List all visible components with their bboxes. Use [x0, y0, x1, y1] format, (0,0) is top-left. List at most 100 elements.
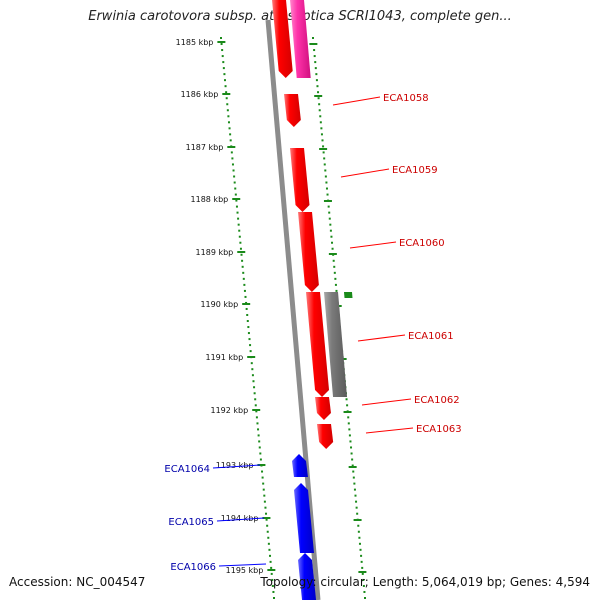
scale-dot: [362, 578, 365, 581]
scale-label: 1193 kbp: [216, 461, 254, 470]
scale-dot: [363, 590, 366, 593]
scale-dot: [356, 512, 359, 515]
scale-dot: [361, 566, 364, 569]
scale-dot: [225, 97, 228, 100]
gene-label-leader: [361, 398, 412, 406]
scale-dot: [314, 67, 317, 70]
scale-dot: [360, 554, 363, 557]
scale-label: 1187 kbp: [186, 143, 224, 152]
scale-dot: [233, 181, 236, 184]
gene-arrow-pink: [290, 0, 311, 78]
scale-label: 1190 kbp: [200, 300, 238, 309]
scale-dot: [333, 271, 336, 274]
gene-label-reverse[interactable]: ECA1065: [168, 517, 214, 528]
gene-label-leader: [212, 464, 261, 469]
gene-arrow: [284, 94, 301, 127]
gene-label-forward[interactable]: ECA1061: [408, 331, 454, 342]
scale-dot: [253, 392, 256, 395]
scale-dot: [325, 181, 328, 184]
scale-dot: [246, 313, 249, 316]
scale-dot: [238, 235, 241, 238]
scale-dot: [317, 97, 320, 100]
scale-dot: [320, 133, 323, 136]
scale-dot: [265, 518, 268, 521]
gene-arrow: [290, 148, 310, 212]
scale-dot: [324, 175, 327, 178]
scale-dot: [315, 73, 318, 76]
scale-dot: [358, 536, 361, 539]
gene-arrow-reverse: [292, 454, 308, 477]
scale-dot: [266, 524, 269, 527]
scale-dot: [237, 223, 240, 226]
scale-dot: [234, 187, 237, 190]
scale-dot: [245, 301, 248, 304]
scale-dot: [319, 115, 322, 118]
scale-dot: [350, 452, 353, 455]
scale-dot: [352, 476, 355, 479]
scale-label: 1194 kbp: [221, 514, 259, 523]
scale-dot: [257, 434, 260, 437]
gene-label-reverse[interactable]: ECA1066: [170, 562, 216, 573]
scale-dot: [346, 404, 349, 407]
scale-dot: [234, 193, 237, 196]
scale-dot: [312, 37, 314, 39]
scale-dot: [243, 289, 246, 292]
scale-dot: [328, 211, 331, 214]
gene-label-forward[interactable]: ECA1062: [414, 395, 460, 406]
scale-label: 1191 kbp: [205, 353, 243, 362]
gene-label-forward[interactable]: ECA1063: [416, 424, 462, 435]
gene-label-forward[interactable]: ECA1059: [392, 165, 438, 176]
scale-dot: [239, 241, 242, 244]
scale-dot: [250, 362, 253, 365]
scale-dot: [357, 524, 360, 527]
scale-dot: [331, 247, 334, 250]
scale-dot: [263, 500, 266, 503]
gene-label-reverse[interactable]: ECA1064: [164, 464, 210, 475]
scale-dot: [255, 410, 258, 413]
scale-dot: [271, 584, 274, 587]
scale-dot: [327, 205, 330, 208]
scale-dot: [258, 446, 261, 449]
scale-dot: [269, 554, 272, 557]
scale-dot: [333, 265, 336, 268]
scale-dot: [223, 79, 226, 82]
scale-dot: [352, 470, 355, 473]
scale-dot: [313, 49, 316, 52]
scale-dot: [238, 229, 241, 232]
gene-features: [272, 0, 353, 600]
accession-label: Accession: NC_004547: [9, 575, 146, 589]
scale-dot: [329, 223, 332, 226]
scale-dot: [237, 217, 240, 220]
scale-dot: [254, 404, 257, 407]
scale-dot: [324, 169, 327, 172]
scale-dot: [240, 253, 243, 256]
scale-dot: [350, 446, 353, 449]
scale-dot: [222, 61, 225, 64]
scale-dot: [256, 422, 259, 425]
scale-dot: [227, 115, 230, 118]
scale-dot: [230, 151, 233, 154]
scale-dot: [261, 476, 264, 479]
scale-dot: [325, 187, 328, 190]
scale-label: 1186 kbp: [181, 90, 219, 99]
scale-dot: [353, 488, 356, 491]
scale-dot: [345, 398, 348, 401]
gene-label-forward[interactable]: ECA1058: [383, 93, 429, 104]
scale-dot: [331, 241, 334, 244]
scale-dot: [313, 55, 316, 58]
scale-dot: [351, 458, 354, 461]
scale-dot: [320, 127, 323, 130]
scale-label: 1188 kbp: [191, 195, 229, 204]
scale-dot: [267, 536, 270, 539]
topology-label: Topology: circular; Length: 5,064,019 bp…: [260, 575, 590, 589]
scale-dot: [220, 37, 222, 39]
scale-dot: [348, 428, 351, 431]
scale-dot: [267, 542, 270, 545]
reverse-gene-labels: ECA1064 ECA1065 ECA1066: [164, 464, 267, 573]
scale-dot: [355, 506, 358, 509]
scale-dot: [349, 440, 352, 443]
scale-dot: [257, 428, 260, 431]
scale-dot: [225, 91, 228, 94]
scale-dot: [246, 320, 249, 323]
gene-label-forward[interactable]: ECA1060: [399, 238, 445, 249]
